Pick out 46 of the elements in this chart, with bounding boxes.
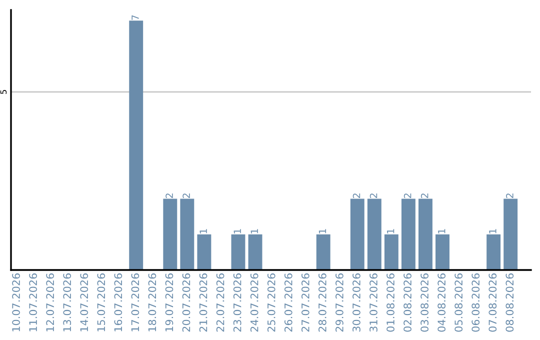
data-label: 1	[318, 229, 326, 234]
x-tick-label: 16.07.2026	[114, 273, 122, 332]
x-tick-label: 14.07.2026	[80, 273, 88, 332]
x-tick-label: 13.07.2026	[63, 273, 72, 332]
data-label: 1	[234, 229, 241, 234]
x-tick-label: 15.07.2026	[97, 273, 106, 332]
data-label: 1	[438, 229, 446, 234]
data-label: 2	[166, 194, 173, 198]
x-tick-label: 25.07.2026	[267, 273, 276, 332]
data-label: 1	[200, 229, 207, 234]
data-label: 2	[404, 194, 412, 198]
x-tick-label: 20.07.2026	[182, 273, 190, 332]
x-tick-label: 29.07.2026	[336, 273, 344, 332]
data-label: 1	[387, 229, 394, 234]
x-tick-label: 19.07.2026	[165, 273, 174, 332]
x-tick-label: 05.08.2026	[454, 273, 463, 332]
data-label: 2	[182, 194, 190, 198]
x-tick-label: 28.07.2026	[318, 273, 326, 332]
data-label: 1	[489, 229, 496, 234]
x-tick-label: 08.08.2026	[506, 273, 514, 332]
data-label: 2	[420, 194, 428, 198]
x-tick-label: 24.07.2026	[250, 273, 258, 332]
x-tick-label: 10.07.2026	[12, 273, 20, 332]
x-tick-label: 26.07.2026	[284, 273, 292, 332]
x-tick-label: 23.07.2026	[233, 273, 242, 332]
data-label: 1	[250, 229, 258, 234]
x-tick-label: 22.07.2026	[216, 273, 224, 332]
y-tick-label: 5	[0, 90, 7, 94]
x-tick-label: 02.08.2026	[404, 273, 412, 332]
data-label: 2	[352, 194, 360, 198]
x-tick-label: 01.08.2026	[386, 273, 394, 332]
x-tick-label: 17.07.2026	[131, 273, 140, 332]
x-tick-label: 27.07.2026	[301, 273, 310, 332]
x-tick-label: 21.07.2026	[199, 273, 208, 332]
x-tick-label: 12.07.2026	[46, 273, 54, 332]
x-tick-label: 30.07.2026	[352, 273, 360, 332]
data-label: 2	[370, 194, 378, 198]
x-tick-label: 31.07.2026	[370, 273, 378, 332]
x-tick-label: 06.08.2026	[472, 273, 480, 332]
x-tick-label: 03.08.2026	[420, 273, 428, 332]
x-tick-label: 11.07.2026	[29, 273, 37, 332]
data-label: 7	[132, 15, 139, 20]
x-tick-label: 18.07.2026	[148, 273, 156, 332]
x-tick-label: 07.08.2026	[488, 273, 497, 332]
data-label: 2	[506, 194, 514, 198]
x-tick-label: 04.08.2026	[438, 273, 446, 332]
